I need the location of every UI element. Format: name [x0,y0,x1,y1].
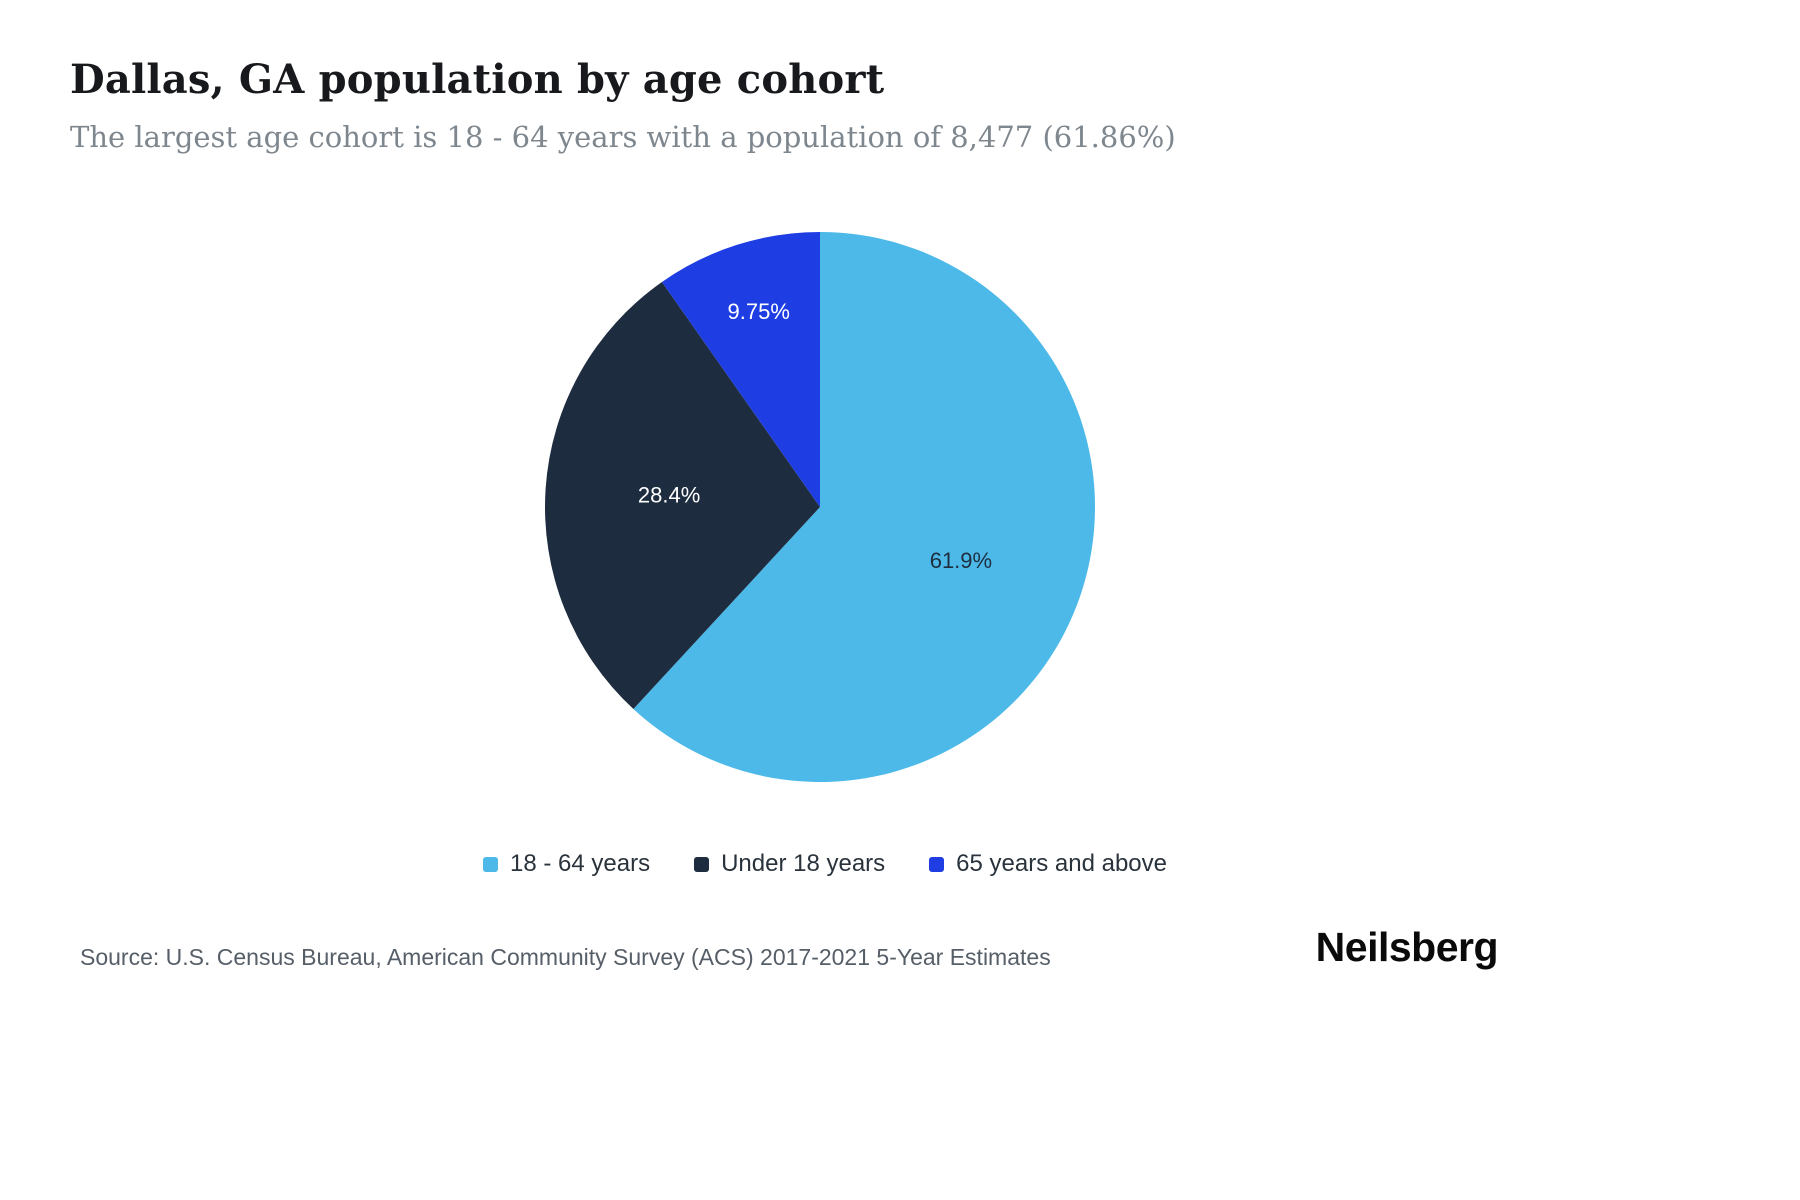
pie-slice-1[interactable] [545,281,820,710]
neilsberg-logo: Neilsberg [1315,924,1499,970]
legend-item-2[interactable]: 65 years and above [929,850,1167,878]
slice-value-label-2: 9.75% [728,299,790,324]
slice-value-label-0: 61.9% [930,548,992,573]
chart-subtitle: The largest age cohort is 18 - 64 years … [70,120,1176,154]
source-text: Source: U.S. Census Bureau, American Com… [80,944,1051,970]
pie-chart-area: 61.9% 28.4% 9.75% [520,207,1120,807]
legend-swatch-icon [483,856,498,872]
chart-legend: 18 - 64 years Under 18 years 65 years and … [483,850,1167,878]
legend-swatch-icon [929,856,945,872]
pie-chart: 61.9% 28.4% 9.75% [545,232,1096,782]
chart-title: Dallas, GA population by age cohort [70,56,885,103]
legend-label: Under 18 years [721,850,886,877]
legend-item-0[interactable]: 18 - 64 years [483,850,650,878]
slice-value-label-1: 28.4% [638,483,700,508]
legend-label: 18 - 64 years [510,850,651,877]
legend-swatch-icon [694,856,710,872]
legend-item-1[interactable]: Under 18 years [694,850,885,878]
pie-slice-2[interactable] [661,232,820,507]
legend-label: 65 years and above [956,850,1167,877]
pie-slice-0[interactable] [633,232,1096,782]
